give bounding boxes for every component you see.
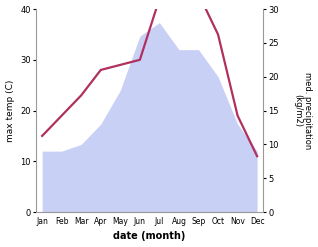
Y-axis label: med. precipitation
(kg/m2): med. precipitation (kg/m2)	[293, 72, 313, 149]
X-axis label: date (month): date (month)	[114, 231, 186, 242]
Y-axis label: max temp (C): max temp (C)	[5, 79, 15, 142]
